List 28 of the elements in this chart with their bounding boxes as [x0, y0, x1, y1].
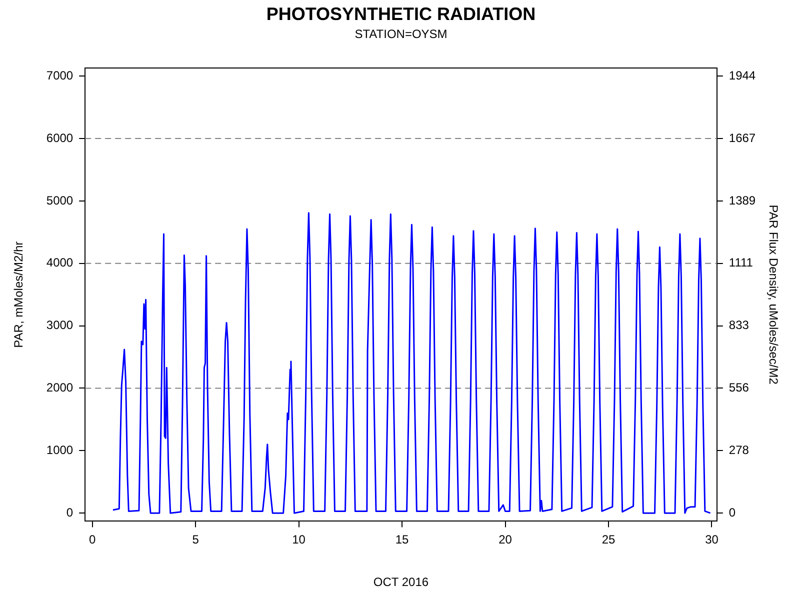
y-tick-label: 4000	[46, 256, 74, 270]
y2-tick-label: 1111	[728, 256, 754, 270]
x-tick-label: 0	[88, 532, 96, 547]
y-axis-title: PAR, mMoles/M2/hr	[12, 241, 26, 348]
y-tick-label: 3000	[46, 318, 74, 332]
y2-tick-label: 0	[728, 505, 736, 520]
y2-tick-label: 1389	[728, 193, 756, 208]
chart-title: PHOTOSYNTHETIC RADIATION	[266, 4, 536, 24]
x-tick-label: 20	[498, 532, 512, 547]
y-tick-label: 7000	[46, 68, 74, 82]
x-tick-label: 10	[292, 532, 306, 547]
x-axis-title: OCT 2016	[373, 575, 429, 590]
y2-tick-label: 278	[728, 442, 750, 457]
x-tick-label: 25	[602, 532, 616, 547]
y2-tick-label: 1944	[728, 68, 756, 82]
x-tick-label: 5	[192, 532, 200, 547]
y-tick-label: 0	[66, 505, 74, 520]
x-tick-label: 30	[705, 532, 719, 547]
y-tick-label: 5000	[46, 193, 74, 208]
y-tick-label: 6000	[46, 130, 74, 145]
chart-subtitle: STATION=OYSM	[354, 27, 448, 42]
y2-tick-label: 556	[728, 380, 750, 395]
y2-tick-label: 833	[728, 318, 750, 332]
y2-tick-label: 1667	[728, 130, 756, 145]
y-tick-label: 1000	[46, 442, 74, 457]
x-tick-label: 15	[395, 532, 410, 547]
y2-axis-title: PAR Flux Density, uMoles/sec/M2	[766, 204, 780, 385]
y-tick-label: 2000	[46, 380, 74, 395]
